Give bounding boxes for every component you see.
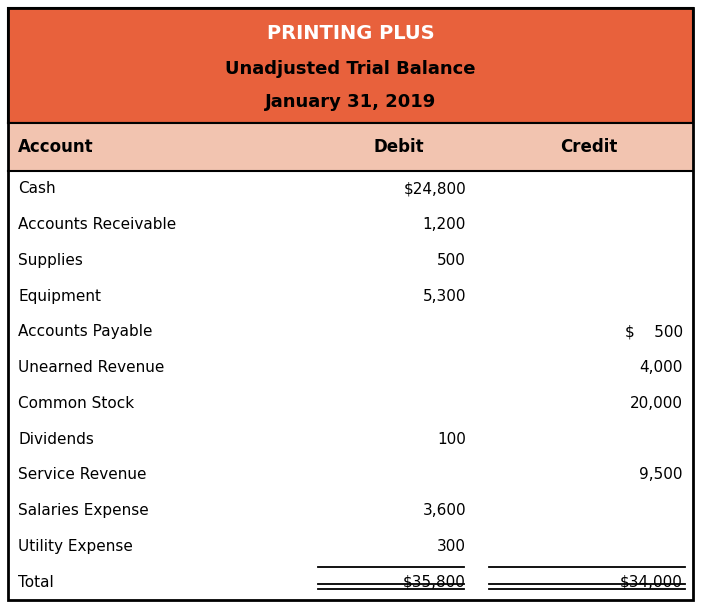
Text: Credit: Credit bbox=[560, 138, 617, 156]
Text: Unadjusted Trial Balance: Unadjusted Trial Balance bbox=[225, 60, 476, 78]
Text: Common Stock: Common Stock bbox=[18, 396, 134, 411]
Text: Service Revenue: Service Revenue bbox=[18, 468, 147, 482]
Bar bbox=[8, 8, 693, 123]
Text: Debit: Debit bbox=[373, 138, 424, 156]
Text: Salaries Expense: Salaries Expense bbox=[18, 503, 149, 518]
Text: January 31, 2019: January 31, 2019 bbox=[265, 93, 436, 111]
Text: PRINTING PLUS: PRINTING PLUS bbox=[266, 24, 435, 43]
Bar bbox=[8, 123, 693, 171]
Text: $24,800: $24,800 bbox=[403, 181, 466, 196]
Text: Accounts Receivable: Accounts Receivable bbox=[18, 217, 176, 232]
Text: Accounts Payable: Accounts Payable bbox=[18, 325, 153, 339]
Text: 3,600: 3,600 bbox=[423, 503, 466, 518]
Text: $34,000: $34,000 bbox=[620, 575, 683, 590]
Text: $35,800: $35,800 bbox=[403, 575, 466, 590]
Text: Account: Account bbox=[18, 138, 94, 156]
Text: Cash: Cash bbox=[18, 181, 55, 196]
Text: Equipment: Equipment bbox=[18, 289, 101, 303]
Text: 5,300: 5,300 bbox=[423, 289, 466, 303]
Text: Unearned Revenue: Unearned Revenue bbox=[18, 360, 164, 375]
Text: Utility Expense: Utility Expense bbox=[18, 539, 133, 554]
Text: 100: 100 bbox=[437, 432, 466, 447]
Text: Total: Total bbox=[18, 575, 54, 590]
Text: $    500: $ 500 bbox=[625, 325, 683, 339]
Text: 500: 500 bbox=[437, 253, 466, 268]
Text: 1,200: 1,200 bbox=[423, 217, 466, 232]
Text: Supplies: Supplies bbox=[18, 253, 83, 268]
Text: 9,500: 9,500 bbox=[639, 468, 683, 482]
Text: 4,000: 4,000 bbox=[639, 360, 683, 375]
Text: 300: 300 bbox=[437, 539, 466, 554]
Text: Dividends: Dividends bbox=[18, 432, 94, 447]
Bar bbox=[8, 171, 693, 600]
Text: 20,000: 20,000 bbox=[630, 396, 683, 411]
